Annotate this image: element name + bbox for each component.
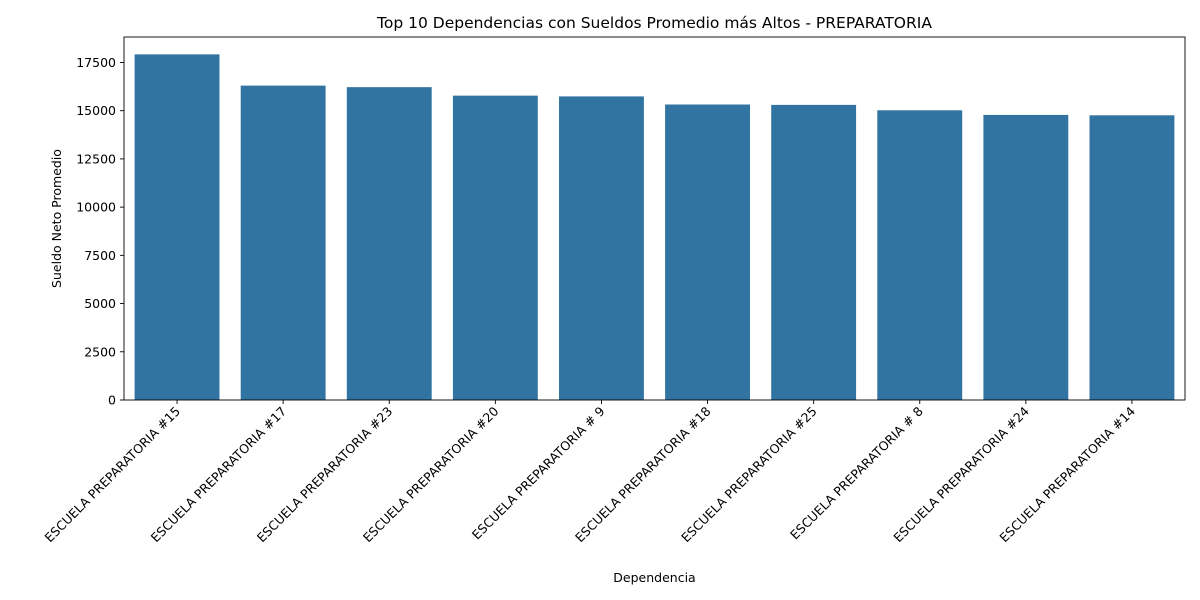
bar-3: [346, 87, 432, 401]
y-tick-label-4: 7500: [84, 248, 116, 263]
x-axis-label: Dependencia: [613, 570, 695, 585]
y-tick-label-6: 12500: [76, 151, 116, 166]
y-tick-label-7: 15000: [76, 103, 116, 118]
bar-8: [877, 110, 963, 400]
bar-4: [452, 95, 538, 400]
y-axis-ticks: 0 2500 5000 7500 10000 12500 15000 17500: [76, 55, 124, 408]
bar-10: [1089, 115, 1175, 401]
y-tick-label-5: 10000: [76, 200, 116, 215]
bar-9: [983, 114, 1069, 400]
y-tick-label-2: 2500: [84, 344, 116, 359]
bar-1: [134, 54, 220, 400]
y-tick-label-3: 5000: [84, 296, 116, 311]
bar-7: [771, 104, 857, 400]
bar-6: [665, 104, 750, 401]
bars-group: [134, 54, 1175, 401]
chart-title: Top 10 Dependencias con Sueldos Promedio…: [376, 14, 932, 32]
y-tick-label-8: 17500: [76, 55, 116, 70]
plot-frame: [123, 36, 1186, 401]
bar-2: [240, 85, 326, 400]
y-tick-label-1: 0: [108, 393, 116, 408]
bar-5: [559, 96, 644, 400]
y-axis-label: Sueldo Neto Promedio: [49, 149, 64, 288]
